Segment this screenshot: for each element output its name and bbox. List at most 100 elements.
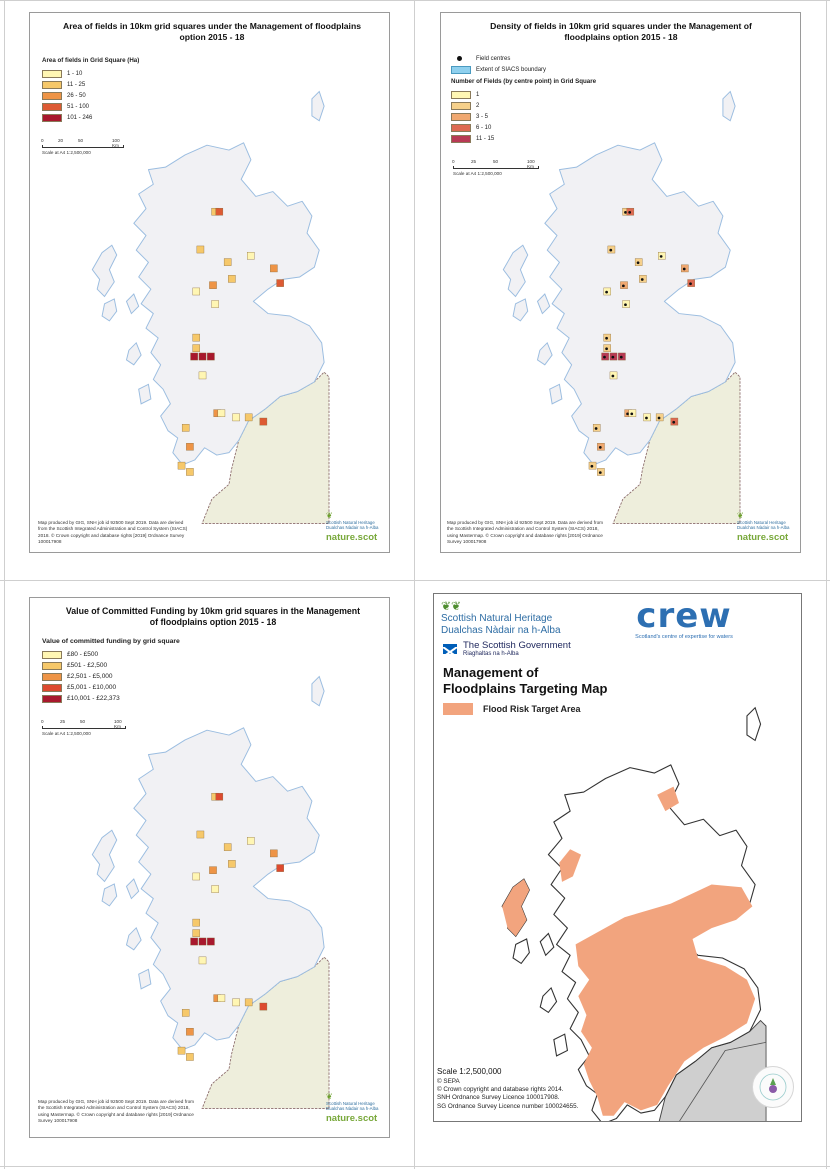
grid-square [198, 352, 207, 361]
legend: Flood Risk Target Area [443, 703, 581, 715]
crew-logo: crew Scotland's centre of expertise for … [624, 596, 744, 640]
grid-square [228, 860, 236, 868]
snh-gaelic: Dualchas Nàdair na h-Alba [326, 1106, 379, 1112]
map-title: Management of Floodplains Targeting Map [443, 665, 608, 696]
grid-divider-middle-v [414, 0, 415, 1169]
scale-tick: 50 [80, 719, 86, 724]
grid-square [232, 998, 240, 1007]
legend: Area of fields in Grid Square (Ha) 1 - 1… [42, 57, 139, 123]
saltire-flag-icon [443, 644, 457, 655]
grid-square [192, 929, 200, 937]
scale-text: Scale at A4 1:2,500,000 [453, 171, 502, 176]
island [125, 293, 140, 315]
field-centre-dot [645, 416, 648, 420]
field-centre-dot-icon [457, 56, 462, 61]
grid-square [259, 1002, 268, 1011]
island [746, 706, 762, 742]
field-centre-dot [672, 420, 676, 424]
field-centre-dot [682, 267, 686, 271]
grid-square [192, 872, 200, 881]
scale-tick: 50 [78, 138, 84, 143]
legend-swatch [451, 90, 471, 99]
scale-tick: 100 Km [114, 719, 122, 729]
grid-square [276, 279, 284, 287]
legend-swatch [42, 102, 62, 111]
legend-swatch [42, 80, 62, 89]
grid-square [270, 264, 278, 273]
flood-risk-target-layer [502, 786, 756, 1116]
map-credit: Map produced by GIG, SNH job id 92500 Se… [38, 520, 188, 545]
legend-swatch [42, 661, 62, 670]
scale-tick: 25 [60, 719, 66, 724]
island [101, 883, 118, 907]
legend-label: 2 [476, 102, 480, 109]
snh-logo: ❦ Scottish Natural Heritage Dualchas Nàd… [326, 1093, 378, 1124]
legend-swatch [42, 113, 62, 122]
island [125, 341, 142, 366]
legend-row: Field centres [451, 53, 596, 64]
legend-label: 11 - 25 [67, 81, 86, 88]
grid-square [276, 864, 284, 872]
flood-risk-target-area [657, 786, 679, 812]
legend-label: £10,001 - £22,373 [67, 695, 120, 702]
island [125, 878, 140, 900]
nature-scot-text: nature.scot [326, 1112, 378, 1124]
map-title: Density of fields in 10km grid squares u… [490, 21, 752, 42]
grid-square [192, 918, 200, 927]
legend-label: 3 - 5 [476, 113, 489, 120]
island [553, 1033, 569, 1057]
gov-name: The Scottish Government [463, 640, 571, 651]
copyright-line: SNH Ordnance Survey Licence 100017908. [437, 1094, 560, 1102]
crew-wordmark: crew [636, 596, 732, 636]
grid-square [209, 281, 217, 289]
legend-swatch [42, 683, 62, 692]
grid-square [217, 994, 226, 1002]
legend-label: 11 - 15 [476, 135, 495, 142]
field-centre-dot [605, 336, 608, 340]
field-centre-dot [659, 255, 663, 258]
legend-label: 26 - 50 [67, 92, 86, 99]
grid-divider-middle-h [0, 580, 830, 581]
scotland-target-map [501, 706, 767, 1121]
island [91, 829, 118, 883]
grid-square [215, 207, 224, 216]
legend-heading: Area of fields in Grid Square (Ha) [42, 57, 140, 64]
scale-text: Scale 1:2,500,000 [437, 1067, 502, 1076]
legend-label: 1 - 10 [67, 70, 83, 77]
legend-row: 11 - 15 [451, 133, 596, 144]
scotland-mainland [133, 727, 325, 1051]
grid-square [247, 837, 255, 845]
map-title: Value of Committed Funding by 10km grid … [65, 606, 361, 627]
field-centre-dot [657, 416, 661, 420]
scale-text: Scale at A4 1:2,500,000 [42, 731, 91, 736]
legend-label: 6 - 10 [476, 124, 492, 131]
legend-heading: Number of Fields (by centre point) in Gr… [451, 78, 597, 85]
legend-row: 2 [451, 100, 596, 111]
map-credit: Map produced by GIG, SNH job id 92500 Se… [447, 520, 604, 545]
island [311, 90, 325, 122]
field-centre-dot [624, 303, 627, 307]
scotland-map [502, 90, 741, 524]
snh-gaelic: Dualchas Nàdair na h-Alba [441, 625, 561, 636]
snh-logo: ❦ Scottish Natural Heritage Dualchas Nàd… [737, 512, 789, 543]
field-centre-dot [626, 412, 629, 416]
grid-square [207, 352, 215, 361]
map-panel-area: Area of fields in 10km grid squares unde… [29, 12, 390, 553]
legend-swatch [451, 112, 471, 121]
map-base-layer [91, 90, 330, 524]
legend-row: 51 - 100 [42, 101, 139, 112]
legend-swatch [451, 65, 471, 74]
field-centre-dot [603, 355, 606, 359]
nature-scot-text: nature.scot [326, 531, 378, 543]
scale-bar: 0 20 50 100 Km Scale at A4 1:2,500,000 [41, 138, 124, 155]
snh-gaelic: Dualchas Nàdair na h-Alba [737, 525, 790, 531]
legend-row: 101 - 246 [42, 112, 139, 123]
snh-leaf-icon: ❦ [737, 511, 744, 520]
snh-name: Scottish Natural Heritage [441, 613, 553, 624]
island [539, 932, 555, 957]
island [512, 298, 529, 322]
field-centre-dot [605, 347, 608, 351]
field-centre-dot [640, 278, 644, 281]
scale-tick: 0 [41, 719, 44, 724]
legend-row: 26 - 50 [42, 90, 139, 101]
